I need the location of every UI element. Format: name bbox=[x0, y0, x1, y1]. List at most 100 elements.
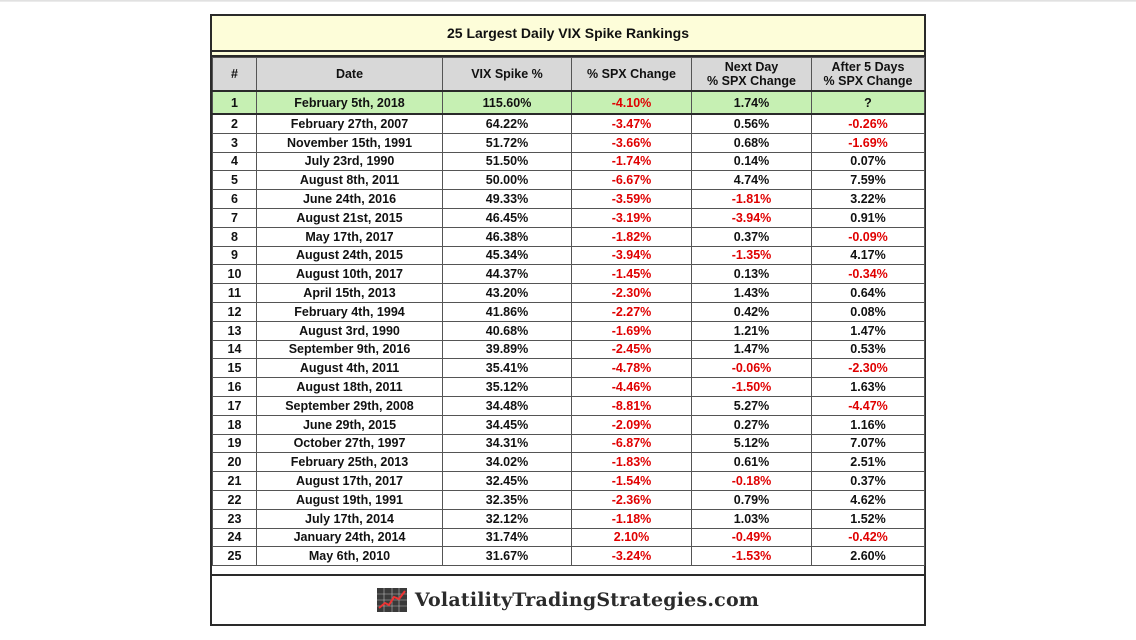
table-row: 21 August 17th, 2017 32.45% -1.54% -0.18% 0.3… bbox=[212, 471, 925, 491]
cell-rank: 15 bbox=[212, 358, 257, 379]
rankings-table: # Date VIX Spike % % SPX Change Next Day… bbox=[212, 57, 925, 567]
table-row: 10 August 10th, 2017 44.37% -1.45% 0.13% -0.3… bbox=[212, 264, 925, 285]
table-row: 9 August 24th, 2015 45.34% -3.94% -1.35% 4.17… bbox=[212, 245, 925, 266]
header-row: # Date VIX Spike % % SPX Change Next Day… bbox=[212, 57, 925, 92]
cell-next: 1.03% bbox=[691, 508, 812, 529]
cell-date: September 9th, 2016 bbox=[256, 339, 443, 360]
table-row: 23 July 17th, 2014 32.12% -1.18% 1.03% 1.52% bbox=[212, 508, 925, 529]
cell-five: 2.60% bbox=[811, 546, 925, 567]
cell-date: August 19th, 1991 bbox=[256, 489, 443, 510]
cell-vix: 34.02% bbox=[442, 452, 572, 473]
cell-vix: 35.12% bbox=[442, 377, 572, 397]
cell-five: -0.09% bbox=[811, 226, 925, 247]
cell-spx: -2.30% bbox=[571, 283, 692, 303]
cell-date: February 25th, 2013 bbox=[256, 452, 443, 473]
cell-rank: 7 bbox=[212, 207, 257, 228]
cell-spx: 2.10% bbox=[571, 527, 692, 548]
cell-spx: -1.54% bbox=[571, 471, 692, 491]
cell-date: February 5th, 2018 bbox=[256, 90, 443, 115]
table-row: 25 May 6th, 2010 31.67% -3.24% -1.53% 2.60% bbox=[212, 546, 925, 567]
cell-date: January 24th, 2014 bbox=[256, 527, 443, 548]
cell-next: -1.50% bbox=[691, 377, 812, 397]
cell-next: -0.06% bbox=[691, 358, 812, 379]
cell-vix: 45.34% bbox=[442, 245, 572, 266]
cell-spx: -1.74% bbox=[571, 151, 692, 172]
cell-vix: 34.48% bbox=[442, 395, 572, 416]
cell-five: 0.53% bbox=[811, 339, 925, 360]
cell-vix: 31.67% bbox=[442, 546, 572, 567]
cell-rank: 16 bbox=[212, 377, 257, 397]
cell-five: 1.63% bbox=[811, 377, 925, 397]
table-row: 14 September 9th, 2016 39.89% -2.45% 1.47% 0.… bbox=[212, 339, 925, 360]
cell-rank: 22 bbox=[212, 489, 257, 510]
cell-vix: 46.45% bbox=[442, 207, 572, 228]
cell-next: 1.47% bbox=[691, 339, 812, 360]
cell-five: -0.34% bbox=[811, 264, 925, 285]
cell-spx: -2.09% bbox=[571, 414, 692, 435]
cell-date: November 15th, 1991 bbox=[256, 132, 443, 153]
cell-spx: -3.59% bbox=[571, 189, 692, 209]
cell-date: August 4th, 2011 bbox=[256, 358, 443, 379]
cell-spx: -1.45% bbox=[571, 264, 692, 285]
cell-date: July 23rd, 1990 bbox=[256, 151, 443, 172]
cell-next: 5.27% bbox=[691, 395, 812, 416]
cell-rank: 1 bbox=[212, 90, 257, 115]
cell-rank: 10 bbox=[212, 264, 257, 285]
cell-next: 1.21% bbox=[691, 320, 812, 341]
cell-date: August 3rd, 1990 bbox=[256, 320, 443, 341]
cell-vix: 40.68% bbox=[442, 320, 572, 341]
table-row: 12 February 4th, 1994 41.86% -2.27% 0.42% 0.0… bbox=[212, 301, 925, 322]
table-row: 24 January 24th, 2014 31.74% 2.10% -0.49% -0.… bbox=[212, 527, 925, 548]
cell-rank: 11 bbox=[212, 283, 257, 303]
cell-next: -1.35% bbox=[691, 245, 812, 266]
cell-vix: 34.31% bbox=[442, 433, 572, 454]
cell-date: August 10th, 2017 bbox=[256, 264, 443, 285]
table-body: 1 February 5th, 2018 115.60% -4.10% 1.74%? 2 F… bbox=[212, 90, 925, 567]
cell-next: 0.68% bbox=[691, 132, 812, 153]
cell-spx: -6.87% bbox=[571, 433, 692, 454]
cell-five: 4.62% bbox=[811, 489, 925, 510]
cell-spx: -2.45% bbox=[571, 339, 692, 360]
cell-five: 0.37% bbox=[811, 471, 925, 491]
cell-next: 0.13% bbox=[691, 264, 812, 285]
cell-next: 1.74% bbox=[691, 90, 812, 115]
cell-vix: 32.12% bbox=[442, 508, 572, 529]
cell-vix: 32.35% bbox=[442, 489, 572, 510]
rankings-panel: 25 Largest Daily VIX Spike Rankings # Da… bbox=[210, 14, 926, 626]
cell-rank: 5 bbox=[212, 170, 257, 191]
cell-spx: -1.69% bbox=[571, 320, 692, 341]
col-vix-header: VIX Spike % bbox=[442, 57, 572, 92]
cell-next: 0.61% bbox=[691, 452, 812, 473]
cell-next: -0.49% bbox=[691, 527, 812, 548]
chart-logo-icon bbox=[376, 588, 407, 612]
cell-rank: 8 bbox=[212, 226, 257, 247]
cell-date: April 15th, 2013 bbox=[256, 283, 443, 303]
title-divider bbox=[212, 52, 924, 57]
cell-vix: 49.33% bbox=[442, 189, 572, 209]
cell-date: February 27th, 2007 bbox=[256, 113, 443, 134]
cell-date: February 4th, 1994 bbox=[256, 301, 443, 322]
cell-five: 7.59% bbox=[811, 170, 925, 191]
cell-five: 1.47% bbox=[811, 320, 925, 341]
table-row: 18 June 29th, 2015 34.45% -2.09% 0.27% 1.16% bbox=[212, 414, 925, 435]
cell-rank: 3 bbox=[212, 132, 257, 153]
brand-name: VolatilityTradingStrategies.com bbox=[414, 589, 760, 611]
cell-vix: 51.72% bbox=[442, 132, 572, 153]
cell-vix: 64.22% bbox=[442, 113, 572, 134]
cell-spx: -3.19% bbox=[571, 207, 692, 228]
table-row: 13 August 3rd, 1990 40.68% -1.69% 1.21% 1.47% bbox=[212, 320, 925, 341]
cell-spx: -3.94% bbox=[571, 245, 692, 266]
cell-next: 0.37% bbox=[691, 226, 812, 247]
table-row: 2 February 27th, 2007 64.22% -3.47% 0.56% -0.… bbox=[212, 113, 925, 134]
cell-date: May 6th, 2010 bbox=[256, 546, 443, 567]
col-spx-header: % SPX Change bbox=[571, 57, 692, 92]
cell-next: 1.43% bbox=[691, 283, 812, 303]
cell-rank: 24 bbox=[212, 527, 257, 548]
cell-date: July 17th, 2014 bbox=[256, 508, 443, 529]
cell-spx: -1.82% bbox=[571, 226, 692, 247]
cell-rank: 9 bbox=[212, 245, 257, 266]
cell-next: 5.12% bbox=[691, 433, 812, 454]
cell-next: 0.42% bbox=[691, 301, 812, 322]
cell-vix: 41.86% bbox=[442, 301, 572, 322]
table-title: 25 Largest Daily VIX Spike Rankings bbox=[212, 16, 924, 52]
